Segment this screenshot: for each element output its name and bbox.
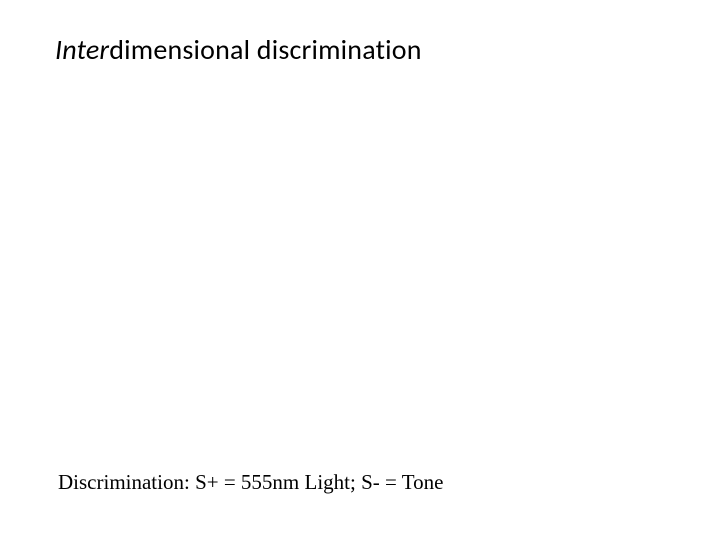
slide-title: Interdimensional discrimination (55, 32, 422, 67)
slide: Interdimensional discrimination Discrimi… (0, 0, 720, 540)
title-prefix: Inter (55, 32, 109, 67)
title-rest: dimensional discrimination (109, 32, 421, 67)
discrimination-footer: Discrimination: S+ = 555nm Light; S- = T… (58, 470, 443, 495)
